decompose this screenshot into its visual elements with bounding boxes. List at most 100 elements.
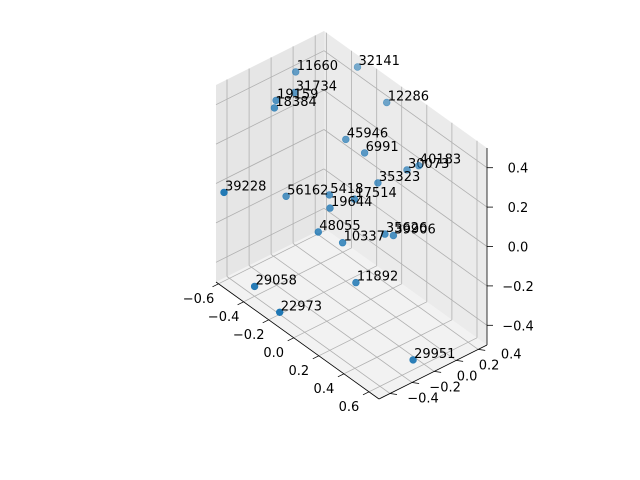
x-tick-label: −0.2 <box>233 328 265 343</box>
y-tick-mark <box>434 371 442 373</box>
data-point <box>360 149 369 157</box>
data-point <box>220 188 228 197</box>
data-point <box>292 68 300 76</box>
data-point-label: 10337 <box>344 230 385 245</box>
data-point <box>325 191 333 199</box>
x-gridline-floor <box>293 283 402 339</box>
z-gridline-left <box>215 168 325 224</box>
data-point <box>352 278 360 287</box>
axes-ticks: −0.6−0.4−0.20.00.20.40.6−0.4−0.20.00.20.… <box>183 162 534 415</box>
data-point-label: 56162 <box>287 183 328 198</box>
data-point-label: 29058 <box>256 273 297 288</box>
axes-grid <box>215 32 488 394</box>
data-point-label: 35626 <box>386 221 427 236</box>
data-point <box>276 308 284 316</box>
data-point-label: 17514 <box>355 186 396 201</box>
x-tick-label: 0.6 <box>339 400 360 415</box>
x-tick-label: 0.4 <box>314 382 335 397</box>
z-gridline-left <box>215 129 325 184</box>
data-point <box>338 239 347 247</box>
data-point <box>403 166 411 174</box>
y-gridline-floor <box>292 243 457 361</box>
x-gridline-floor <box>368 337 478 393</box>
x-tick-label: −0.6 <box>183 292 215 307</box>
data-point-label: 19644 <box>331 195 372 210</box>
z-tick-label: −0.4 <box>502 319 534 334</box>
data-point <box>389 231 398 240</box>
data-point <box>326 204 334 212</box>
x-tick-mark <box>262 319 269 324</box>
z-gridline-back <box>323 89 488 208</box>
x-axis-line <box>215 281 380 400</box>
z-tick-label: 0.4 <box>508 162 529 177</box>
x-tick-mark <box>362 391 370 396</box>
data-point <box>282 192 290 201</box>
data-point <box>409 356 417 364</box>
data-point-label: 5418 <box>330 182 363 197</box>
data-point-label: 32141 <box>359 54 400 69</box>
data-point-label: 11892 <box>357 270 398 285</box>
data-point-label: 40183 <box>420 153 461 168</box>
data-point <box>353 63 362 71</box>
data-point <box>383 98 391 107</box>
y-tick-mark <box>389 393 398 395</box>
data-point <box>342 135 350 144</box>
y-tick-label: 0.4 <box>501 347 522 362</box>
data-point-label: 48055 <box>319 219 360 234</box>
y-tick-label: 0.0 <box>457 369 478 384</box>
x-tick-label: 0.0 <box>263 346 284 361</box>
x-gridline-floor <box>318 301 427 357</box>
x-gridline-floor <box>243 247 352 303</box>
x-tick-label: −0.4 <box>208 310 240 325</box>
data-point-label: 31734 <box>296 80 337 95</box>
data-point-label: 29951 <box>414 347 455 362</box>
y-gridline-floor <box>270 254 435 372</box>
data-point-label: 11660 <box>297 59 338 74</box>
y-axis-line <box>378 344 488 400</box>
z-gridline-back <box>323 50 488 169</box>
data-point <box>374 179 382 187</box>
z-gridline-back <box>323 168 488 287</box>
z-gridline-left <box>215 207 325 263</box>
z-gridline-left <box>215 89 325 145</box>
data-point <box>250 282 259 291</box>
z-gridline-back <box>323 129 488 247</box>
z-tick-label: −0.2 <box>502 280 534 295</box>
z-gridline-back <box>323 207 488 326</box>
data-point-label: 12286 <box>388 90 429 105</box>
data-point-label: 18384 <box>275 95 316 110</box>
floor-pane <box>216 228 487 399</box>
data-point-label: 19159 <box>277 87 318 102</box>
x-gridline-floor <box>218 229 327 285</box>
y-gridline-floor <box>248 265 413 383</box>
y-tick-mark <box>478 349 486 351</box>
z-tick-label: 0.0 <box>508 241 529 256</box>
data-point-label: 35323 <box>379 170 420 185</box>
x-tick-mark <box>237 301 244 306</box>
x-gridline-floor <box>268 265 377 321</box>
y-gridline-floor <box>314 232 479 350</box>
data-point-label: 6991 <box>366 140 399 155</box>
x-tick-mark <box>212 283 219 288</box>
y-gridline-floor <box>226 276 391 394</box>
data-point <box>270 104 279 112</box>
x-tick-mark <box>337 373 345 378</box>
x-gridline-floor <box>343 319 453 375</box>
data-point-label: 22973 <box>281 299 322 314</box>
data-point <box>291 88 299 97</box>
x-tick-mark <box>312 355 319 360</box>
y-tick-label: −0.2 <box>429 381 461 396</box>
z-gridline-left <box>215 50 325 106</box>
y-tick-label: 0.2 <box>479 358 500 373</box>
data-point <box>415 162 423 170</box>
data-point <box>381 230 389 238</box>
y-tick-mark <box>456 360 464 362</box>
y-tick-label: −0.4 <box>407 392 439 407</box>
data-point <box>272 96 280 105</box>
x-tick-mark <box>287 337 294 342</box>
z-tick-label: 0.2 <box>508 201 529 216</box>
data-point <box>350 195 359 203</box>
data-point-label: 45946 <box>347 126 388 141</box>
